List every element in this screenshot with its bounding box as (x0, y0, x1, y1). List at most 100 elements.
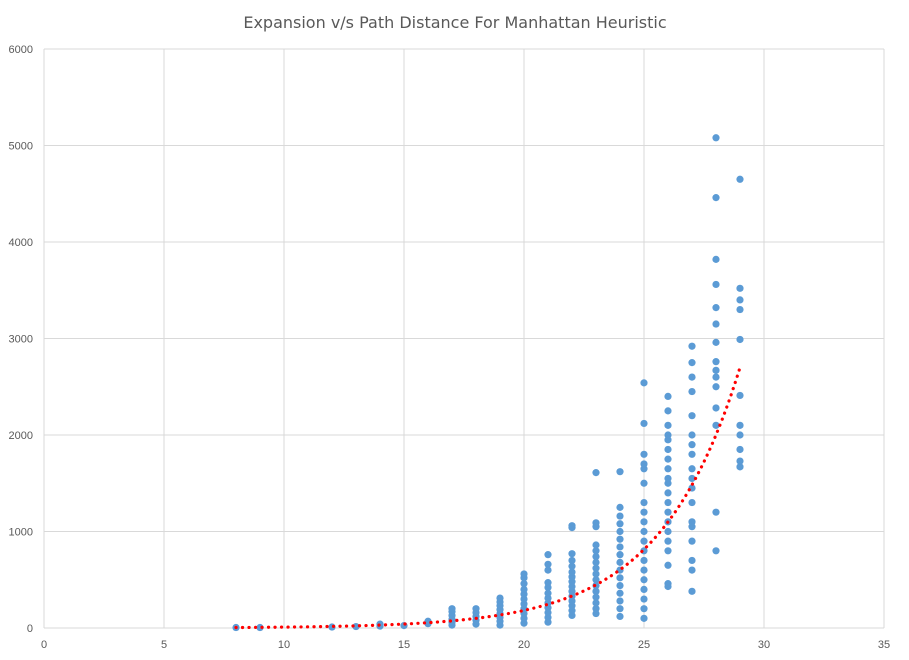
data-point (664, 561, 672, 569)
data-point (736, 305, 744, 314)
data-point (640, 585, 648, 594)
data-point (616, 543, 624, 551)
data-point (664, 474, 672, 483)
chart-title: Expansion v/s Path Distance For Manhatta… (243, 13, 666, 32)
data-point (640, 614, 648, 622)
data-point (688, 431, 696, 439)
x-tick-label: 25 (638, 639, 650, 651)
y-tick-label: 2000 (9, 430, 33, 442)
data-point (640, 537, 648, 545)
data-point (592, 587, 600, 595)
data-point (496, 594, 504, 602)
data-point (736, 463, 744, 471)
data-point (616, 527, 624, 536)
data-point (664, 537, 672, 545)
data-points (232, 134, 744, 632)
data-point (568, 522, 576, 530)
data-point (592, 570, 600, 578)
data-point (736, 175, 744, 183)
data-point (664, 431, 672, 439)
data-point (712, 280, 720, 289)
data-point (640, 419, 648, 428)
data-point (592, 541, 600, 549)
data-point (712, 421, 720, 429)
data-point (640, 595, 648, 603)
data-point (520, 585, 528, 594)
data-point (736, 284, 744, 292)
data-point (664, 547, 672, 555)
data-point (616, 512, 624, 520)
data-point (640, 527, 648, 536)
data-point (616, 551, 624, 559)
data-point (688, 359, 696, 367)
data-point (592, 519, 600, 527)
y-tick-label: 6000 (9, 44, 33, 56)
data-point (256, 623, 264, 632)
trendline (234, 365, 742, 630)
grid-lines (44, 48, 885, 628)
data-point (712, 373, 720, 381)
data-point (616, 605, 624, 613)
data-point (712, 255, 720, 263)
data-point (688, 387, 696, 396)
data-point (664, 455, 672, 463)
data-point (568, 550, 576, 558)
data-point (592, 599, 600, 607)
data-point (712, 383, 720, 391)
data-point (688, 556, 696, 565)
data-point (688, 450, 696, 458)
y-tick-label: 0 (27, 623, 33, 635)
data-point (712, 508, 720, 516)
data-point (664, 407, 672, 415)
y-tick-label: 3000 (9, 334, 33, 346)
data-point (616, 520, 624, 528)
data-point (592, 605, 600, 613)
data-point (664, 445, 672, 454)
data-point (520, 580, 528, 588)
data-point (592, 469, 600, 477)
data-point (664, 498, 672, 507)
data-point (640, 450, 648, 458)
data-point (664, 392, 672, 400)
data-point (616, 589, 624, 597)
data-point (640, 508, 648, 516)
data-point (712, 366, 720, 374)
x-tick-label: 10 (278, 639, 290, 651)
data-point (616, 468, 624, 476)
y-tick-label: 1000 (9, 527, 33, 539)
data-point (640, 498, 648, 507)
y-tick-label: 4000 (9, 237, 33, 249)
data-point (592, 593, 600, 601)
data-point (736, 391, 744, 400)
data-point (616, 574, 624, 582)
data-point (712, 338, 720, 346)
data-point (640, 460, 648, 468)
data-point (544, 566, 552, 574)
data-point (736, 431, 744, 439)
data-point (688, 373, 696, 381)
data-point (592, 558, 600, 566)
data-point (568, 556, 576, 565)
x-tick-label: 15 (398, 639, 410, 651)
data-point (688, 518, 696, 526)
exponential-trendline (234, 365, 742, 630)
x-tick-label: 30 (758, 639, 770, 651)
data-point (616, 558, 624, 566)
data-point (736, 421, 744, 429)
data-point (664, 508, 672, 516)
data-point (712, 320, 720, 328)
data-point (616, 597, 624, 605)
data-point (712, 304, 720, 312)
data-point (616, 581, 624, 590)
data-point (712, 194, 720, 202)
data-point (736, 445, 744, 454)
data-point (544, 579, 552, 587)
data-point (544, 551, 552, 559)
x-tick-label: 20 (518, 639, 530, 651)
data-point (568, 562, 576, 570)
data-point (712, 134, 720, 142)
data-point (688, 441, 696, 449)
data-point (472, 605, 480, 613)
data-point (736, 335, 744, 344)
